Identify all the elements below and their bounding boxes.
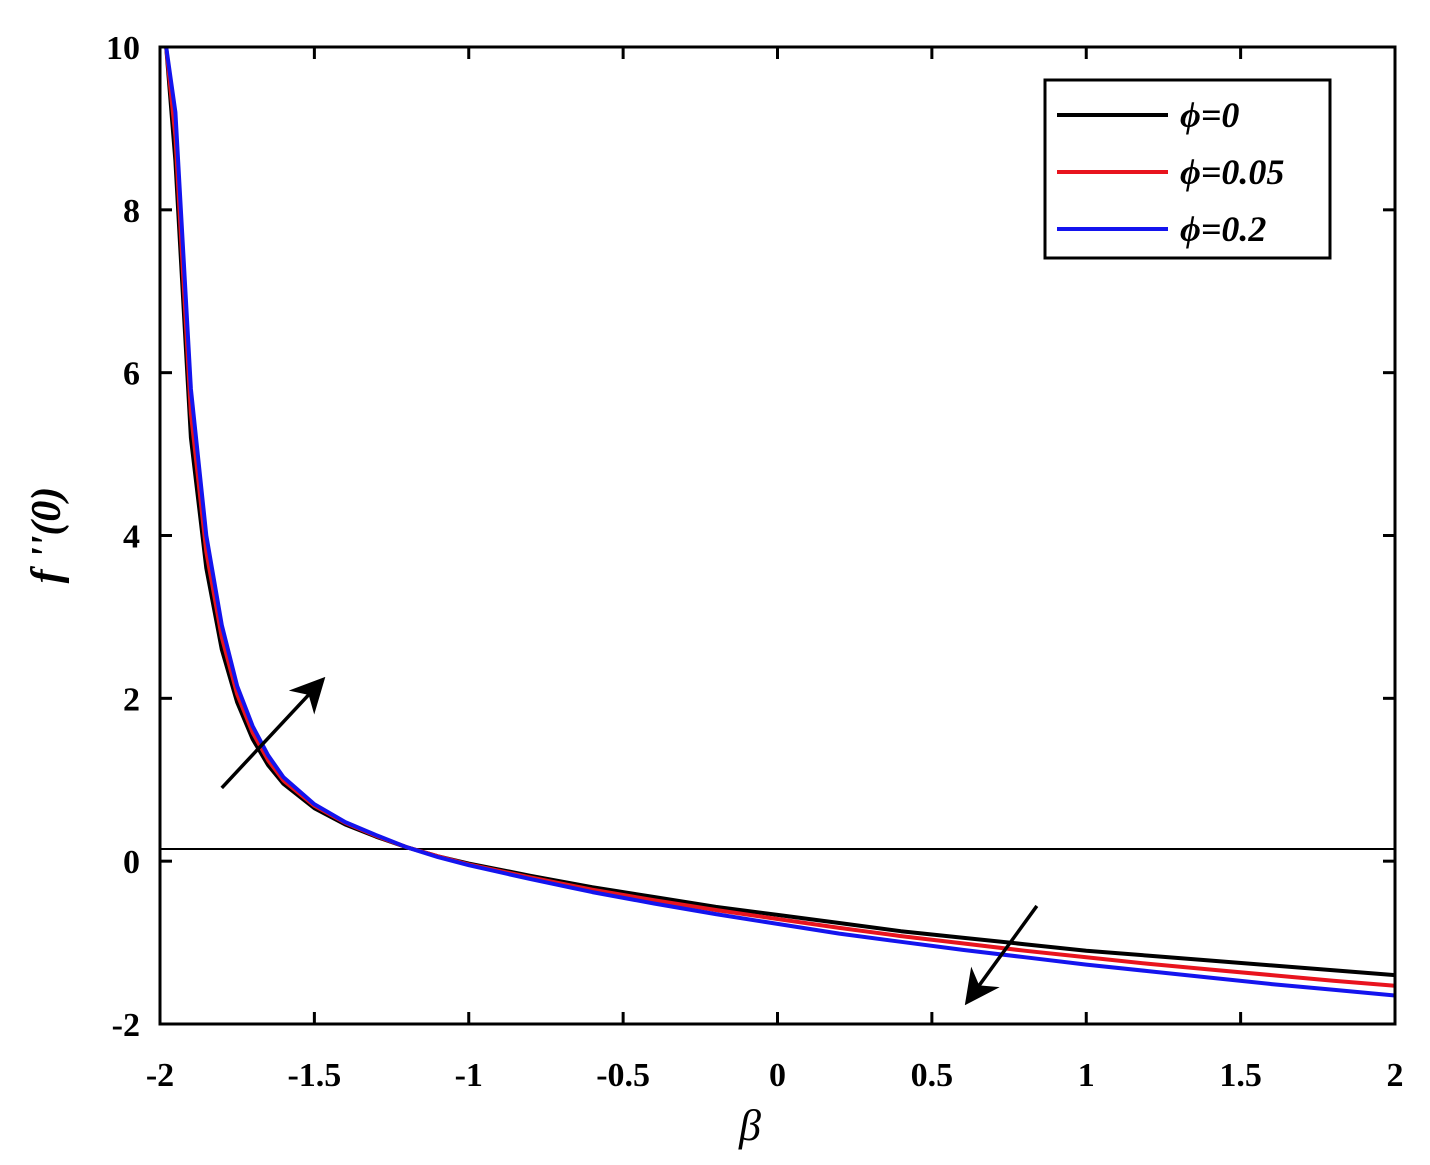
plot-area-frame xyxy=(158,45,1397,1026)
x-tick-label: -1.5 xyxy=(287,1057,341,1094)
x-tick-label: 1.5 xyxy=(1219,1057,1262,1094)
x-tick-labels: -2 -1.5 -1 -0.5 0 0.5 1 1.5 2 xyxy=(146,1057,1404,1094)
legend-label-1: ϕ=0 xyxy=(1180,95,1239,135)
annotation-arrows xyxy=(220,676,1039,1006)
y-tick-label: 0 xyxy=(123,844,140,881)
annotation-arrow-2 xyxy=(964,904,1039,1006)
y-tick-label: 8 xyxy=(123,193,140,230)
x-tick-label: -0.5 xyxy=(596,1057,650,1094)
y-tick-label: 6 xyxy=(123,356,140,393)
legend: ϕ=0 ϕ=0.05 ϕ=0.2 xyxy=(1043,78,1332,260)
series-lines xyxy=(164,47,1395,998)
y-tick-label: -2 xyxy=(112,1007,140,1044)
x-tick-label: 1 xyxy=(1078,1057,1095,1094)
y-tick-labels: -2 0 2 4 6 8 10 xyxy=(106,30,140,1044)
y-tick-label: 10 xyxy=(106,30,140,67)
legend-label-3: ϕ=0.2 xyxy=(1180,209,1266,249)
annotation-arrow-1 xyxy=(220,676,326,790)
y-axis-label: f ''(0) xyxy=(24,487,70,584)
x-tick-label: 0 xyxy=(769,1057,786,1094)
legend-entries: ϕ=0 ϕ=0.05 ϕ=0.2 xyxy=(1057,95,1284,249)
y-tick-label: 4 xyxy=(123,519,140,556)
x-axis-label: β xyxy=(738,1101,761,1150)
legend-label-2: ϕ=0.05 xyxy=(1180,152,1284,192)
x-tick-label: 2 xyxy=(1387,1057,1404,1094)
y-tick-label: 2 xyxy=(123,681,140,718)
x-tick-label: -1 xyxy=(455,1057,483,1094)
x-tick-label: -2 xyxy=(146,1057,174,1094)
x-tick-label: 0.5 xyxy=(911,1057,954,1094)
series-line-3 xyxy=(164,47,1395,998)
